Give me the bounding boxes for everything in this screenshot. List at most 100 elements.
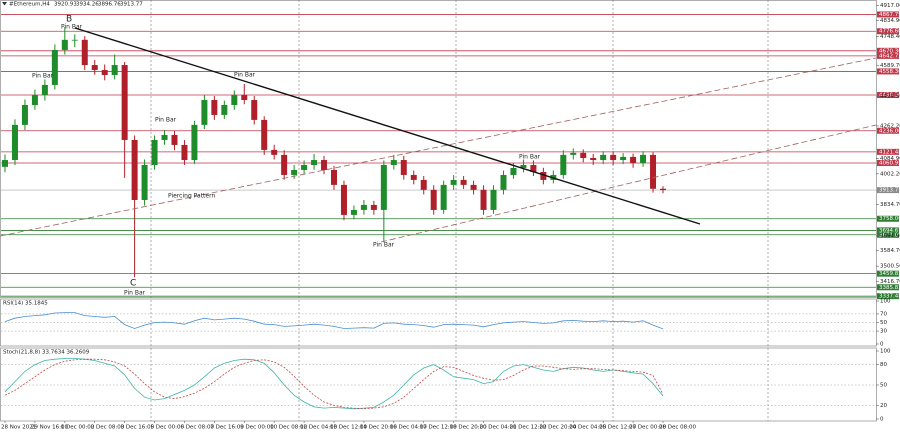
header: #Ethereum,H4 3920.93 3934.26 3896.76 391… <box>2 2 143 8</box>
candle-body <box>211 100 218 115</box>
level-label-box <box>877 11 899 18</box>
symbol: #Ethereum,H4 <box>9 2 50 8</box>
level-label-box <box>877 68 899 75</box>
level-label: 4776.60 <box>879 29 900 35</box>
level-label-box <box>877 231 899 238</box>
y-tick-label: 0 <box>880 417 884 423</box>
candle-body <box>540 171 547 180</box>
annotations: B Pin Bar Pin Bar Pin Bar Pin Bar Pin Ba… <box>32 15 541 297</box>
level-label: 3385.83 <box>879 285 900 291</box>
y-tick-label: 30 <box>880 329 887 335</box>
y-tick-label: 3664.90 <box>880 233 900 239</box>
x-tick-label: 28 Nov 2021 <box>1 425 36 431</box>
candle-body <box>91 65 98 71</box>
candle-body <box>331 169 337 185</box>
candle-body <box>500 174 507 190</box>
y-tick-label: 70 <box>880 311 887 317</box>
candle-body <box>281 154 288 175</box>
candle-body <box>171 134 178 145</box>
candle-body <box>41 84 48 96</box>
stoch-panel <box>0 347 877 422</box>
candle-body <box>291 169 298 175</box>
candle-body <box>490 189 497 210</box>
candle-body <box>620 156 627 161</box>
level-label-box <box>877 127 899 134</box>
candle-body <box>630 156 637 163</box>
level-label-box <box>877 148 899 155</box>
indicator-line <box>4 358 664 410</box>
annotation: Pin Bar <box>519 154 541 161</box>
candle-body <box>450 179 457 185</box>
x-tick-label: 13 Dec 12:00 <box>330 425 367 431</box>
candle-body <box>151 139 158 166</box>
candle-body <box>580 152 587 159</box>
candle-body <box>420 179 427 190</box>
y-tick-label: 4917.00 <box>880 3 900 9</box>
candle-body <box>251 100 258 120</box>
x-tick-label: 29 Nov 16:00 <box>31 425 69 431</box>
channel-line <box>380 124 877 243</box>
candle-body <box>181 144 188 161</box>
y-tick-label: 3416.70 <box>880 279 900 285</box>
candle-body <box>221 104 228 115</box>
annotation: Piercing Pattern <box>168 193 215 200</box>
level-label-box <box>877 270 899 277</box>
candle-body <box>510 167 517 175</box>
x-tick-label: 17 Dec 12:00 <box>420 425 457 431</box>
last-close: 3913.77 <box>120 2 143 8</box>
candle-body <box>111 65 118 75</box>
candle-body <box>101 70 108 75</box>
level-label-box <box>877 159 899 166</box>
indicator-line <box>4 358 664 410</box>
y-tick-label: 4748.40 <box>880 34 900 40</box>
candle-body <box>271 149 278 155</box>
candle-body <box>321 160 328 170</box>
candle-body <box>640 154 647 163</box>
candle-body <box>520 165 527 168</box>
candle-body <box>440 184 447 210</box>
level-label-box <box>877 284 899 291</box>
panel-frames <box>0 0 877 422</box>
x-tick-label: 2 Dec 08:00 <box>91 425 125 431</box>
y-tick-label: 4424.50 <box>880 94 900 100</box>
level-label-box <box>877 293 899 300</box>
candle-body <box>131 139 138 200</box>
x-tick-label: 6 Dec 08:00 <box>180 425 214 431</box>
x-tick-label: 14 Dec 20:00 <box>360 425 397 431</box>
current-price-label: 3913.77 <box>879 188 900 194</box>
level-label-box <box>877 91 899 98</box>
channel-line <box>0 57 877 237</box>
level-label-box <box>877 28 899 35</box>
level-label: 4642.73 <box>879 53 900 59</box>
y-tick-label: 3500.50 <box>880 264 900 270</box>
candle-body <box>241 95 248 101</box>
x-tick-label: 5 Dec 00:00 <box>151 425 185 431</box>
candle-body <box>570 152 577 155</box>
level-label: 3671.09 <box>879 232 900 238</box>
y-tick-label: 80 <box>880 362 887 368</box>
x-tick-label: 7 Dec 16:00 <box>210 425 244 431</box>
level-label-box <box>877 215 899 222</box>
y-tick-label: 4589.70 <box>880 63 900 69</box>
candle-body <box>370 204 377 210</box>
candle-body <box>31 95 38 105</box>
level-label: 3337.48 <box>879 294 900 300</box>
x-tick-label: 20 Dec 04:00 <box>480 425 517 431</box>
last-open: 3920.93 <box>54 2 77 8</box>
candle-body <box>410 174 417 180</box>
stoch-title: Stoch(21,8,8) 33.7634 36.2609 <box>3 350 90 356</box>
candle-body <box>2 160 8 167</box>
candle-body <box>460 179 467 185</box>
candle-body <box>311 160 318 166</box>
candle-body <box>61 39 68 50</box>
candle-body <box>301 165 308 170</box>
candle-body <box>231 95 238 105</box>
candle-body <box>121 65 128 140</box>
last-low: 3896.76 <box>98 2 121 8</box>
level-label: 4867.79 <box>879 12 900 18</box>
x-tick-label: 10 Dec 08:00 <box>270 425 307 431</box>
candle-body <box>21 104 28 125</box>
y-tick-label: 0 <box>880 342 884 348</box>
level-label: 4121.48 <box>879 149 900 155</box>
